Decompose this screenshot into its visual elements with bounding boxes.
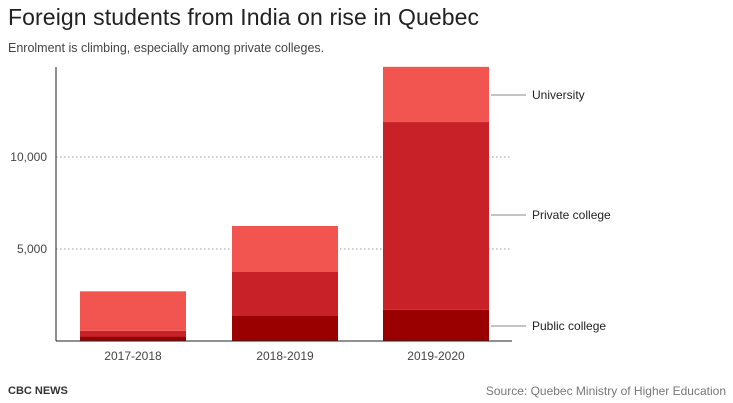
bar-university: [80, 291, 186, 331]
x-tick-label: 2017-2018: [104, 349, 162, 363]
bar-public-college: [232, 315, 338, 341]
bar-private-college: [80, 330, 186, 337]
bar-university: [232, 226, 338, 272]
bar-university: [383, 66, 489, 123]
y-tick-label: 5,000: [17, 242, 47, 256]
bar-public-college: [80, 336, 186, 341]
x-tick-label: 2018-2019: [256, 349, 314, 363]
chart-subtitle: Enrolment is climbing, especially among …: [8, 41, 325, 55]
bar-private-college: [232, 272, 338, 316]
y-tick-label: 10,000: [10, 150, 47, 164]
x-tick-label: 2019-2020: [407, 349, 465, 363]
source-label: Source: Quebec Ministry of Higher Educat…: [485, 384, 726, 398]
bar-public-college: [383, 309, 489, 341]
series-label: Public college: [532, 319, 606, 333]
series-label: University: [532, 88, 585, 102]
brand-label: CBC NEWS: [8, 385, 68, 397]
bar-private-college: [383, 122, 489, 310]
series-label: Private college: [532, 208, 611, 222]
chart-title: Foreign students from India on rise in Q…: [8, 4, 480, 30]
